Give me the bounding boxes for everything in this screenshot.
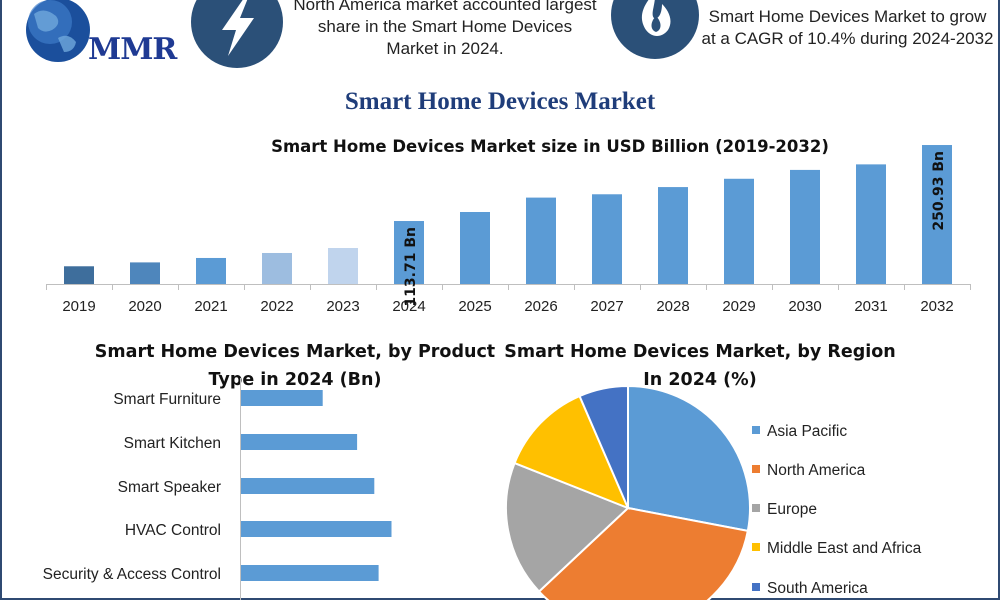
globe-icon <box>26 0 90 62</box>
x-tick-label-2027: 2027 <box>590 298 623 315</box>
hbar-security-access-control <box>241 565 379 581</box>
flame-icon <box>611 0 699 59</box>
x-tick-label-2029: 2029 <box>722 298 755 315</box>
product-chart-title: Smart Home Devices Market, by Product Ty… <box>94 342 496 390</box>
bar-2031 <box>856 164 886 284</box>
legend-label: Asia Pacific <box>767 423 847 440</box>
bar-2024 <box>394 221 424 284</box>
category-label: Smart Furniture <box>113 391 221 408</box>
pie-slice-asia-pacific <box>627 384 751 533</box>
x-tick-label-2032: 2032 <box>920 298 953 315</box>
x-tick-label-2030: 2030 <box>788 298 821 315</box>
lightning-icon <box>191 0 283 68</box>
pie-slice-south-america <box>578 384 629 509</box>
x-tick-label-2028: 2028 <box>656 298 689 315</box>
hbar-hvac-control <box>241 521 392 537</box>
x-tick-label-2024: 2024 <box>392 298 425 315</box>
category-label: Smart Speaker <box>118 479 221 496</box>
hbar-smart-kitchen <box>241 434 358 450</box>
legend-label: Europe <box>767 501 817 518</box>
bar-2030 <box>790 169 820 284</box>
bar-2020 <box>130 262 160 284</box>
legend-swatch <box>752 504 760 512</box>
bar-2026 <box>526 197 556 284</box>
legend-label: South America <box>767 580 868 597</box>
hbar-smart-speaker <box>241 478 375 494</box>
legend-swatch <box>752 583 760 591</box>
x-tick-label-2022: 2022 <box>260 298 293 315</box>
cagr-stat: Smart Home Devices Market to grow at a C… <box>701 7 994 48</box>
market-size-chart-title: Smart Home Devices Market size in USD Bi… <box>271 137 829 156</box>
legend-swatch <box>752 426 760 434</box>
pie-slice-middle-east-and-africa <box>513 394 630 510</box>
legend-swatch <box>752 543 760 551</box>
x-tick-label-2031: 2031 <box>854 298 887 315</box>
bar-2021 <box>196 257 226 284</box>
x-tick-label-2026: 2026 <box>524 298 557 315</box>
bar-2028 <box>658 187 688 284</box>
bar-2027 <box>592 194 622 284</box>
x-tick-label-2025: 2025 <box>458 298 491 315</box>
x-tick-label-2021: 2021 <box>194 298 227 315</box>
bar-2023 <box>328 248 358 284</box>
x-tick-label-2020: 2020 <box>128 298 161 315</box>
pie-slice-europe <box>505 461 630 593</box>
legend-label: Middle East and Africa <box>767 540 922 557</box>
x-tick-label-2019: 2019 <box>62 298 95 315</box>
bar-2032 <box>922 145 952 284</box>
category-label: Smart Kitchen <box>124 435 221 452</box>
bar-2019 <box>64 266 94 284</box>
x-tick-label-2023: 2023 <box>326 298 359 315</box>
data-label-2024: 113.71 Bn <box>403 227 419 307</box>
page-title: Smart Home Devices Market <box>344 88 656 115</box>
header-graphics <box>26 0 699 68</box>
data-label-2032: 250.93 Bn <box>931 151 947 231</box>
hbar-smart-furniture <box>241 390 323 406</box>
category-label: HVAC Control <box>125 522 221 539</box>
category-label: Security & Access Control <box>43 566 221 583</box>
legend-label: North America <box>767 462 866 479</box>
bar-2029 <box>724 178 754 284</box>
north-america-stat: North America market accounted largest s… <box>293 0 597 58</box>
bar-2025 <box>460 212 490 284</box>
logo-text: MMR <box>88 32 177 67</box>
region-chart-title: Smart Home Devices Market, by Region In … <box>504 342 896 390</box>
pie-slice-north-america <box>537 506 750 600</box>
legend-swatch <box>752 465 760 473</box>
bar-2022 <box>262 252 292 284</box>
